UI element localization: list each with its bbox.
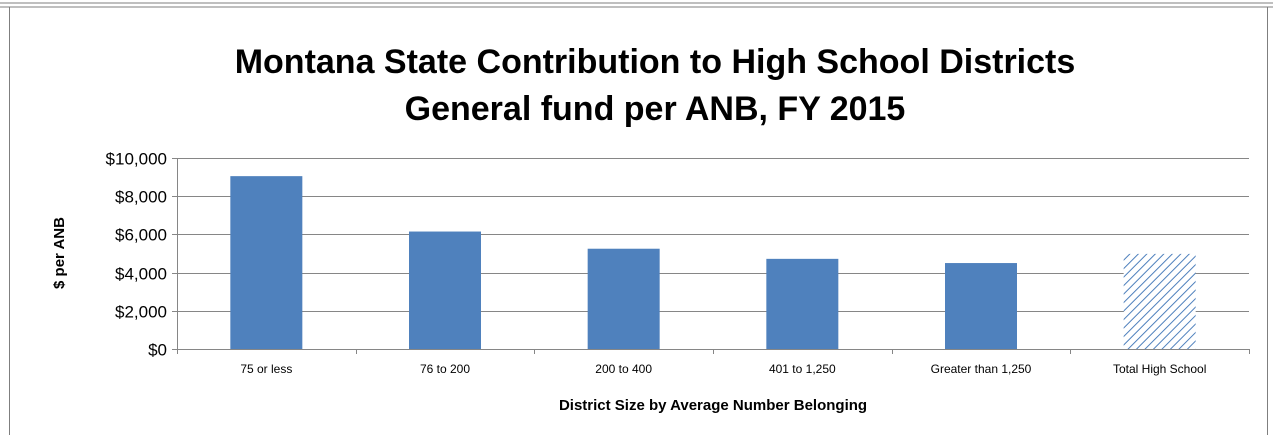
- y-tick-label: $6,000: [115, 226, 167, 245]
- bar-total-high-school: [1123, 253, 1196, 349]
- bars: [230, 176, 1196, 349]
- y-tick-label: $4,000: [115, 265, 167, 284]
- y-tick-label: $10,000: [106, 150, 167, 169]
- y-axis-title: $ per ANB: [51, 217, 68, 289]
- x-tick-label: Greater than 1,250: [931, 362, 1032, 376]
- y-tick-label: $8,000: [115, 188, 167, 207]
- chart-title-line-1: Montana State Contribution to High Schoo…: [235, 43, 1076, 81]
- y-tick-labels: $0 $2,000 $4,000 $6,000 $8,000 $10,000: [106, 150, 167, 360]
- y-tick-label: $0: [148, 341, 167, 360]
- x-tick-labels: 75 or less 76 to 200 200 to 400 401 to 1,25…: [240, 362, 1206, 376]
- x-tick-label: 75 or less: [240, 362, 292, 376]
- x-tick-label: 200 to 400: [595, 362, 652, 376]
- x-tick-label: 76 to 200: [420, 362, 470, 376]
- bar: [587, 248, 660, 349]
- gridlines: [172, 158, 1249, 350]
- x-axis-title: District Size by Average Number Belongin…: [559, 397, 867, 414]
- x-axis: [177, 158, 1250, 354]
- bar: [230, 176, 303, 349]
- y-tick-label: $2,000: [115, 303, 167, 322]
- x-tick-label: Total High School: [1113, 362, 1206, 376]
- chart-title-line-2: General fund per ANB, FY 2015: [405, 90, 906, 128]
- bar: [409, 231, 481, 349]
- bar: [766, 258, 839, 349]
- bar: [945, 263, 1017, 349]
- x-tick-label: 401 to 1,250: [769, 362, 836, 376]
